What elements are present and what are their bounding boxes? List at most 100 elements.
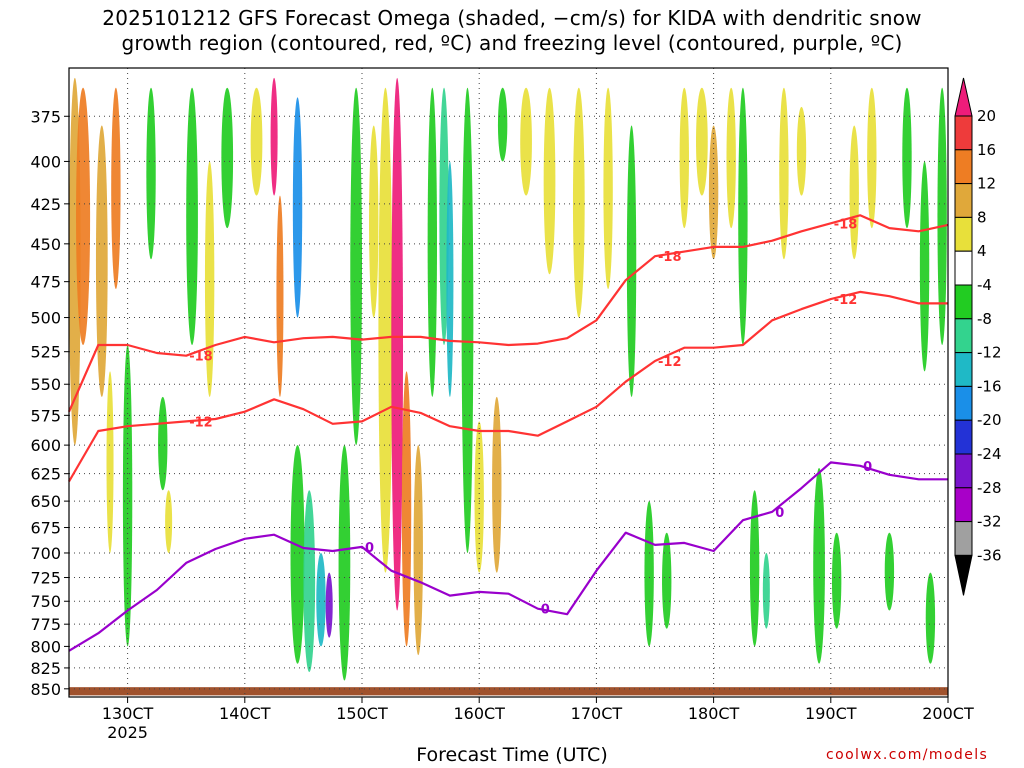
y-tick-label: 675 (30, 519, 61, 538)
omega-shade-16 (290, 445, 305, 664)
colorbar-swatch (954, 521, 973, 556)
omega-shade-40 (662, 532, 672, 629)
colorbar-bottom-arrow (954, 554, 973, 596)
x-tick-label: 200CT (922, 704, 974, 723)
contour-line-1 (68, 290, 948, 483)
omega-shading-layer (69, 77, 947, 681)
omega-shade-29 (446, 161, 454, 397)
x-tick-label: 150CT (336, 704, 388, 723)
omega-shade-1 (76, 87, 91, 345)
contour-label: 0 (775, 506, 784, 521)
colorbar-swatch (954, 115, 973, 151)
y-tick-label: 825 (30, 659, 61, 678)
omega-shade-23 (378, 87, 393, 573)
contour-label: -12 (834, 293, 858, 308)
x-tick-label: 160CT (453, 704, 505, 723)
plot-frame (68, 67, 949, 698)
omega-shade-14 (276, 195, 284, 397)
omega-shade-42 (696, 87, 708, 196)
y-tick-label: 725 (30, 569, 61, 588)
omega-shade-43 (708, 125, 719, 260)
omega-shade-46 (749, 490, 760, 647)
y-tick-label: 525 (30, 343, 61, 362)
y-tick-label: 650 (30, 492, 61, 511)
omega-shade-5 (122, 344, 133, 647)
omega-shade-28 (439, 87, 449, 345)
omega-shade-3 (111, 87, 121, 289)
x-tick-label: 140CT (219, 704, 271, 723)
colorbar-swatch (954, 385, 973, 421)
omega-shade-47 (762, 552, 770, 629)
omega-shade-19 (325, 572, 333, 638)
colorbar-swatch (954, 453, 973, 489)
omega-shade-24 (391, 77, 404, 611)
colorbar-label: -32 (977, 513, 1002, 531)
colorbar-label: -28 (977, 479, 1002, 497)
x-sub-label: 2025 (107, 723, 148, 742)
omega-shade-48 (779, 87, 789, 260)
omega-shade-17 (303, 490, 316, 673)
omega-shade-38 (626, 125, 637, 397)
y-tick-label: 800 (30, 637, 61, 656)
omega-shade-15 (292, 97, 303, 318)
y-tick-label: 500 (30, 309, 61, 328)
colorbar: 20 16 12 8 4 -4 -8 -12 -16 -20 -24 -28 -32 -36 (954, 77, 1002, 596)
x-tick-label: 190CT (805, 704, 857, 723)
omega-shade-25 (401, 371, 412, 647)
watermark: coolwx.com/models (826, 747, 989, 763)
omega-shade-6 (146, 87, 156, 260)
colorbar-label: 8 (977, 208, 987, 226)
omega-shade-50 (813, 468, 825, 664)
contour-label: 0 (365, 541, 374, 556)
x-axis: 130CT 140CT 150CT 160CT 170CT 180CT 190CT 200CT… (102, 697, 974, 742)
omega-shade-8 (165, 490, 173, 553)
omega-shade-49 (796, 106, 807, 196)
x-tick-label: 180CT (688, 704, 740, 723)
y-axis: 375 400 425 450 475 500 525 550 575 600 625 650 675 7… (30, 107, 69, 699)
colorbar-swatch (954, 149, 973, 185)
colorbar-label: 16 (977, 141, 996, 159)
y-tick-label: 550 (30, 375, 61, 394)
colorbar-label: 4 (977, 242, 987, 260)
colorbar-label: -8 (977, 310, 992, 328)
colorbar-swatch (954, 318, 973, 354)
omega-shade-22 (369, 125, 379, 318)
omega-shade-37 (603, 87, 613, 289)
x-tick-label: 130CT (102, 704, 154, 723)
omega-shade-20 (338, 445, 351, 681)
omega-shade-31 (474, 421, 484, 573)
contour-layer: -18 -18 -18 -12 -12 -12 0 0 0 0 (67, 214, 949, 652)
colorbar-label: -12 (977, 344, 1002, 362)
omega-shade-56 (919, 161, 930, 372)
omega-shade-27 (427, 87, 438, 397)
omega-shade-9 (186, 87, 198, 345)
omega-shade-12 (250, 87, 263, 196)
y-tick-label: 625 (30, 465, 61, 484)
y-tick-label: 600 (30, 436, 61, 455)
y-tick-label: 575 (30, 406, 61, 425)
omega-shade-52 (849, 125, 859, 260)
omega-shade-55 (902, 87, 912, 229)
omega-shade-2 (95, 125, 108, 397)
omega-shade-32 (492, 396, 502, 573)
contour-label: -12 (658, 355, 682, 370)
y-tick-label: 475 (30, 273, 61, 292)
y-tick-label: 775 (30, 615, 61, 634)
omega-shade-33 (497, 87, 508, 162)
omega-shade-10 (204, 161, 215, 397)
omega-shade-51 (831, 532, 842, 629)
colorbar-label: -16 (977, 377, 1002, 395)
contour-line-0 (67, 214, 949, 413)
y-tick-label: 850 (30, 680, 61, 699)
colorbar-label: 20 (977, 107, 996, 125)
omega-shade-11 (221, 87, 234, 229)
colorbar-swatch (954, 216, 973, 252)
omega-shade-4 (106, 371, 114, 553)
terrain-band (69, 687, 948, 696)
contour-label: 0 (863, 460, 872, 475)
contour-label: -18 (658, 250, 682, 265)
omega-shade-58 (925, 572, 936, 664)
colorbar-swatch (954, 419, 973, 455)
y-tick-label: 450 (30, 235, 61, 254)
chart-title-line2: growth region (contoured, red, ºC) and f… (121, 31, 903, 55)
